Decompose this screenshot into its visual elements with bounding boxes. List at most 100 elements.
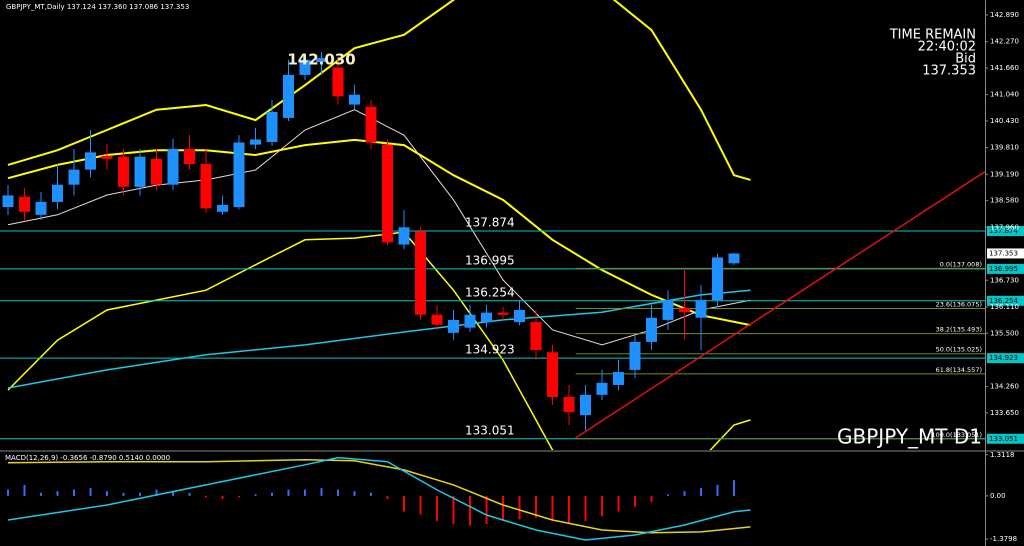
macd-plot <box>7 456 751 541</box>
level-axis-label: 136.995 <box>989 265 1018 273</box>
level-label: 136.995 <box>465 253 515 267</box>
candle-body <box>52 184 63 202</box>
level-label: 137.874 <box>465 216 515 230</box>
y-tick-label: 133.650 <box>990 409 1019 417</box>
candle-body <box>646 317 657 342</box>
y-tick-label: 136.730 <box>990 276 1019 284</box>
candle-body <box>118 156 129 187</box>
main-plot: 137.874 136.995 136.254 134.923 133.051 0.0(1… <box>0 0 985 450</box>
candle-body <box>547 352 558 398</box>
candle-body <box>2 195 14 208</box>
level-axis-label: 134.923 <box>989 354 1018 362</box>
overlay: 137.874 136.995 136.254 134.923 133.051 142.8… <box>5 3 1024 543</box>
fib-label: 50.0(135.025) <box>936 346 982 354</box>
macd-line <box>7 456 751 541</box>
y-tick-label: -1.3798 <box>990 535 1017 543</box>
candle-body <box>167 148 179 185</box>
candle-body <box>68 169 80 185</box>
candle-body <box>613 372 624 385</box>
y-tick-label: 140.430 <box>990 117 1019 125</box>
symbol-label: GBPJPY_MT D1 <box>837 425 982 449</box>
candle-body <box>563 397 575 413</box>
trendline <box>575 171 985 439</box>
level-axis-box <box>987 226 1024 237</box>
candle-body <box>134 156 146 187</box>
level-axis-label: 137.874 <box>989 227 1018 235</box>
y-tick-label: 137.960 <box>990 223 1019 231</box>
candle-body <box>679 307 690 313</box>
y-tick-label: 142.270 <box>990 38 1019 46</box>
candle-body <box>365 106 377 143</box>
current-price-box <box>987 248 1024 259</box>
indicator-line <box>7 138 751 327</box>
candle-body <box>151 158 162 185</box>
y-tick-label: 134.260 <box>990 383 1019 391</box>
candle-body <box>299 59 311 75</box>
current-price-label: 137.353 <box>989 249 1018 257</box>
candle-body <box>662 300 674 320</box>
y-tick-label: 1.3118 <box>990 451 1015 459</box>
candle-body <box>448 319 459 333</box>
candle-body <box>266 111 278 143</box>
level-axis-box <box>987 263 1024 274</box>
candle-body <box>728 253 740 264</box>
y-tick-label: 139.190 <box>990 170 1019 178</box>
level-label: 134.923 <box>465 343 515 357</box>
info-text: TIME REMAIN <box>889 28 976 43</box>
candle-body <box>415 231 426 315</box>
candle-body <box>250 139 261 145</box>
candle-body <box>580 394 591 416</box>
level-axis-box <box>987 353 1024 364</box>
info-text: 137.353 <box>922 64 976 79</box>
fib-label: 100.0(133.051) <box>931 431 982 439</box>
level-label: 136.254 <box>465 285 515 299</box>
candle-body <box>101 155 113 159</box>
candle-body <box>283 74 294 118</box>
macd-title: MACD(12,26,9) -0.3656 -0.8790 0.5140 0.0… <box>5 454 170 462</box>
indicator-line <box>7 109 751 346</box>
level-axis-box <box>987 295 1024 306</box>
indicator-line <box>7 0 751 181</box>
candle-body <box>200 164 212 209</box>
fib-label: 23.6(136.075) <box>936 301 982 309</box>
y-tick-label: 135.500 <box>990 329 1019 337</box>
candle-body <box>19 196 30 212</box>
candle-body <box>497 312 509 315</box>
candle-body <box>233 142 245 208</box>
candle-body <box>398 227 410 245</box>
fib-label: 38.2(135.493) <box>936 326 982 334</box>
y-tick-label: 0.00 <box>990 492 1006 500</box>
candle-body <box>85 152 96 170</box>
candle-body <box>316 58 327 62</box>
candle-body <box>464 314 476 328</box>
y-tick-label: 138.580 <box>990 197 1019 205</box>
candle-body <box>695 300 707 318</box>
info-text: Bid <box>955 52 976 67</box>
candle-body <box>35 201 47 215</box>
candle-body <box>530 322 542 351</box>
candle-body <box>349 94 360 105</box>
fib-label: 0.0(137.008) <box>940 260 982 268</box>
info-text: 22:40:02 <box>918 40 976 55</box>
candle-body <box>481 312 492 323</box>
fib-label: 61.8(134.557) <box>936 366 982 374</box>
y-tick-label: 136.110 <box>990 303 1019 311</box>
level-label: 133.051 <box>465 423 515 437</box>
candle-body <box>712 257 723 301</box>
y-tick-label: 141.660 <box>990 64 1019 72</box>
peak-label: 142.030 <box>287 51 355 69</box>
candle-body <box>514 310 525 323</box>
candle-body <box>596 382 608 395</box>
candle-body <box>184 148 195 165</box>
level-axis-label: 136.254 <box>989 297 1018 305</box>
candle-body <box>431 314 443 325</box>
chart-title: GBPJPY_MT,Daily 137.124 137.360 137.086 … <box>6 3 189 11</box>
candle-body <box>217 204 228 212</box>
candle-body <box>332 67 344 97</box>
macd-line <box>7 459 751 534</box>
level-axis-label: 133.051 <box>989 435 1018 443</box>
level-axis-box <box>987 433 1024 444</box>
candle-body <box>629 341 641 370</box>
